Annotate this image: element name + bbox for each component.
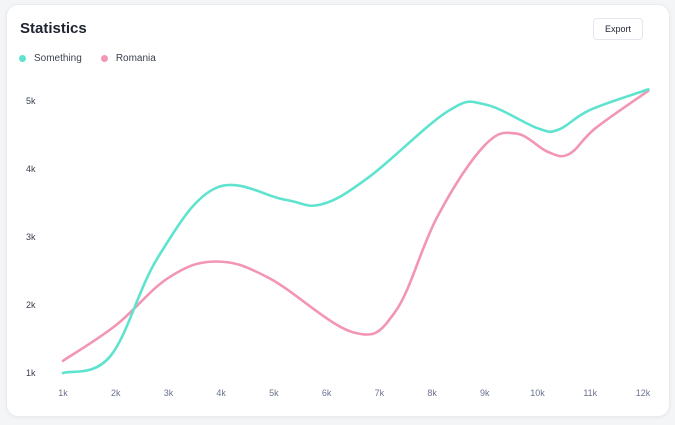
x-tick-label: 1k (58, 388, 68, 398)
x-tick-label: 3k (164, 388, 174, 398)
x-tick-label: 8k (427, 388, 437, 398)
x-tick-label: 10k (530, 388, 545, 398)
y-tick-label: 2k (26, 300, 36, 310)
y-tick-label: 4k (26, 164, 36, 174)
series-line-something[interactable] (61, 88, 650, 375)
legend-item-romania[interactable]: Romania (100, 53, 156, 64)
x-tick-label: 5k (269, 388, 279, 398)
export-button[interactable]: Export (593, 18, 643, 40)
x-tick-label: 12k (636, 388, 651, 398)
x-tick-label: 7k (375, 388, 385, 398)
chart-title: Statistics (20, 20, 87, 37)
chart-legend: Something Romania (19, 53, 175, 64)
y-tick-label: 1k (26, 368, 36, 378)
x-tick-label: 11k (583, 388, 597, 398)
y-tick-label: 5k (26, 96, 36, 106)
x-tick-label: 6k (322, 388, 332, 398)
x-tick-label: 9k (480, 388, 490, 398)
legend-item-something[interactable]: Something (19, 53, 82, 64)
legend-label: Romania (115, 53, 156, 64)
series-line-romania[interactable] (61, 89, 650, 363)
y-tick-label: 3k (26, 232, 36, 242)
legend-dot-icon (19, 55, 26, 62)
x-tick-label: 4k (216, 388, 226, 398)
x-tick-label: 2k (111, 388, 121, 398)
legend-dot-icon (100, 55, 108, 62)
legend-label: Something (34, 53, 82, 64)
